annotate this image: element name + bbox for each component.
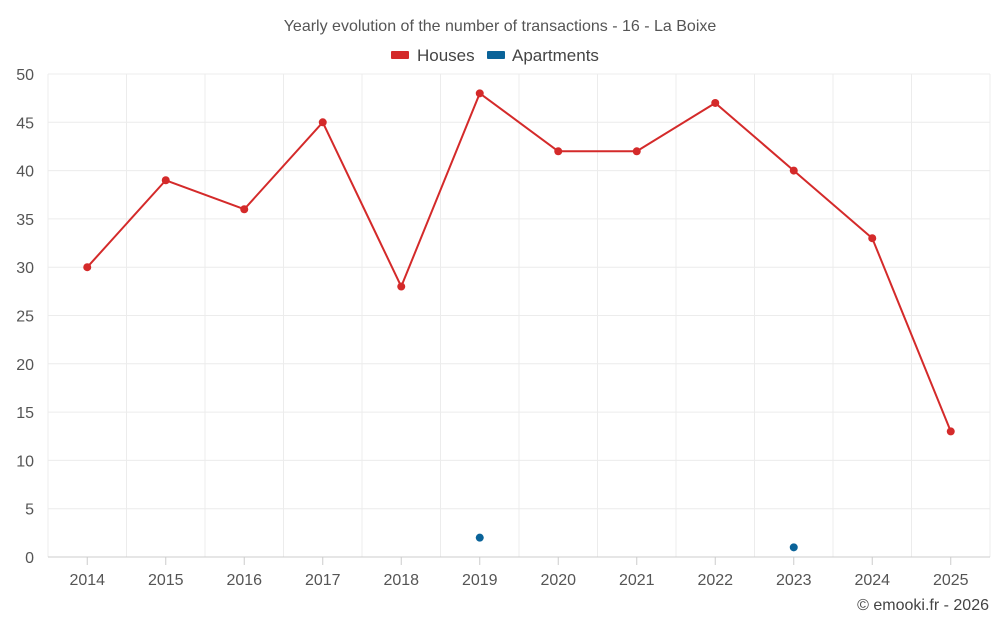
legend-swatch-apartments — [487, 51, 505, 59]
data-point-houses[interactable] — [711, 98, 720, 107]
x-tick-label: 2024 — [854, 572, 890, 589]
x-tick-label: 2015 — [148, 572, 184, 589]
chart-title: Yearly evolution of the number of transa… — [284, 18, 717, 35]
y-tick-label: 45 — [16, 115, 34, 132]
x-tick-label: 2020 — [540, 572, 576, 589]
y-tick-label: 5 — [25, 502, 34, 519]
series — [83, 89, 955, 552]
x-tick-label: 2019 — [462, 572, 498, 589]
data-point-houses[interactable] — [554, 147, 563, 156]
x-tick-label: 2017 — [305, 572, 341, 589]
legend-label-houses: Houses — [417, 46, 475, 65]
data-point-apartments[interactable] — [475, 533, 484, 542]
data-point-houses[interactable] — [161, 176, 170, 185]
y-tick-label: 30 — [16, 260, 34, 277]
x-tick-label: 2023 — [776, 572, 812, 589]
y-tick-label: 25 — [16, 309, 34, 326]
data-point-houses[interactable] — [83, 263, 92, 272]
y-tick-label: 10 — [16, 453, 34, 470]
data-point-houses[interactable] — [868, 234, 877, 243]
data-point-houses[interactable] — [789, 166, 798, 175]
data-point-houses[interactable] — [632, 147, 641, 156]
legend-item-apartments[interactable]: Apartments — [487, 46, 599, 65]
data-point-houses[interactable] — [318, 118, 327, 127]
grid — [47, 73, 991, 557]
y-tick-label: 35 — [16, 212, 34, 229]
y-tick-label: 15 — [16, 405, 34, 422]
y-tick-label: 0 — [25, 550, 34, 567]
legend-item-houses[interactable]: Houses — [391, 46, 475, 65]
credit-text: © emooki.fr - 2026 — [857, 597, 989, 614]
x-tick-label: 2022 — [697, 572, 733, 589]
x-tick-label: 2018 — [383, 572, 419, 589]
x-tick-label: 2025 — [933, 572, 969, 589]
legend: Houses Apartments — [391, 46, 599, 65]
series-houses — [83, 89, 955, 436]
data-point-houses[interactable] — [397, 282, 406, 291]
legend-swatch-houses — [391, 51, 409, 59]
y-tick-label: 50 — [16, 67, 34, 84]
series-apartments — [475, 533, 798, 552]
y-tick-label: 40 — [16, 164, 34, 181]
y-tick-label: 20 — [16, 357, 34, 374]
data-point-houses[interactable] — [475, 89, 484, 98]
data-point-apartments[interactable] — [789, 543, 798, 552]
series-line-houses — [86, 92, 952, 432]
x-tick-label: 2014 — [69, 572, 105, 589]
x-tick-label: 2021 — [619, 572, 655, 589]
legend-label-apartments: Apartments — [512, 46, 599, 65]
data-point-houses[interactable] — [946, 427, 955, 436]
data-point-houses[interactable] — [240, 205, 249, 214]
x-tick-label: 2016 — [226, 572, 262, 589]
